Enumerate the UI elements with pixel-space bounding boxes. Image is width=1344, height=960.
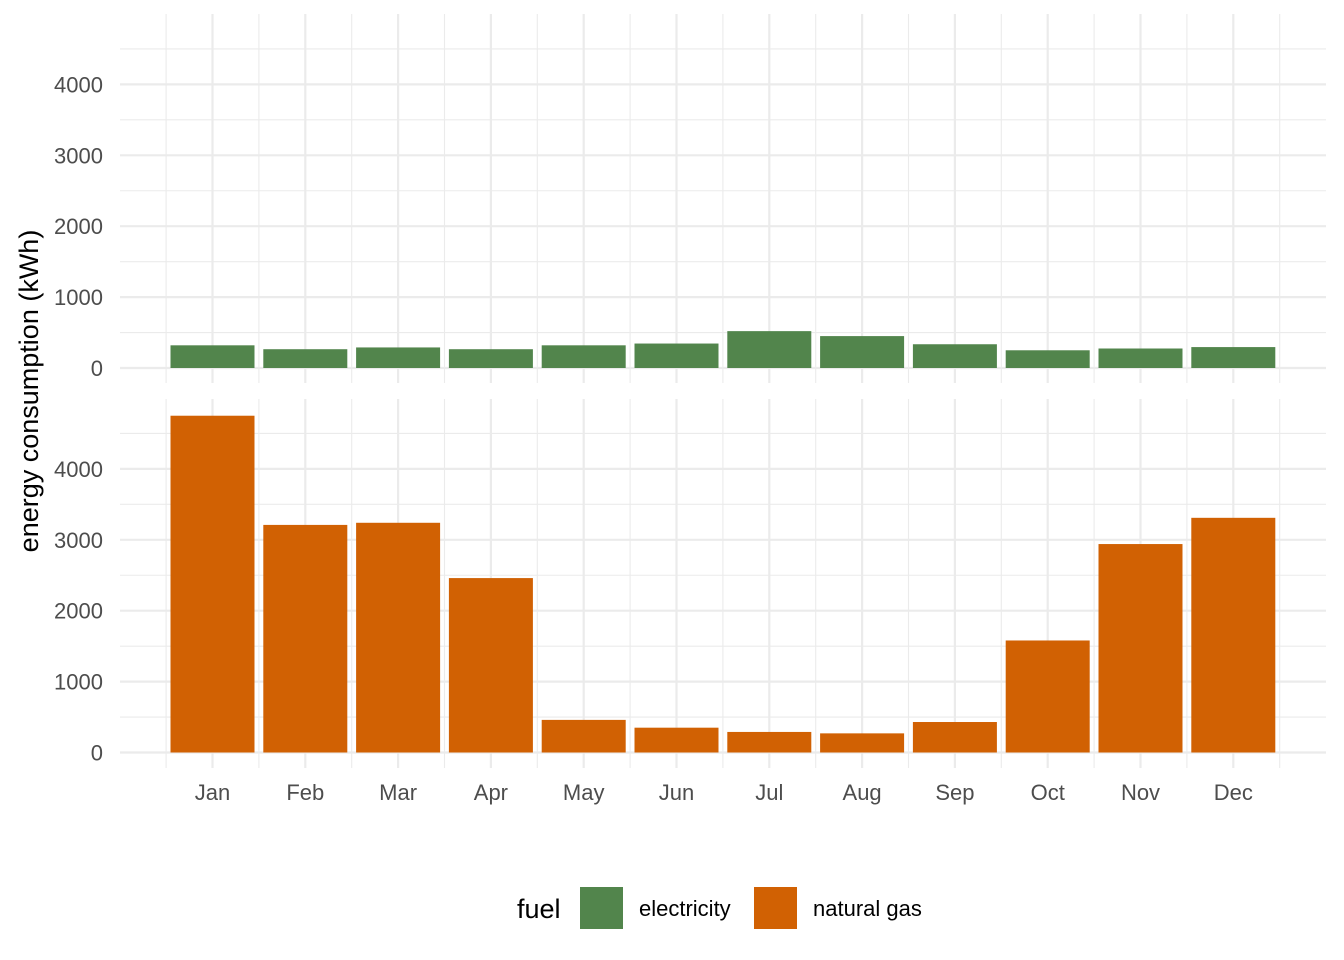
legend-key-electricity	[580, 887, 623, 929]
x-tick-label: Oct	[1031, 780, 1065, 805]
y-tick-label: 4000	[54, 457, 103, 482]
legend-title: fuel	[517, 894, 561, 924]
bars	[170, 331, 1276, 753]
x-tick-label: Apr	[474, 780, 508, 805]
legend: fuel electricity natural gas	[517, 887, 922, 929]
y-tick-label: 3000	[54, 528, 103, 553]
bar-electricity-feb	[263, 349, 348, 368]
bar-natural-gas-oct	[1005, 640, 1090, 753]
y-tick-label: 3000	[54, 143, 103, 168]
bar-natural-gas-jul	[727, 731, 812, 753]
x-tick-label: Aug	[843, 780, 882, 805]
bar-natural-gas-apr	[448, 578, 533, 753]
legend-label: natural gas	[813, 896, 922, 921]
bar-natural-gas-nov	[1098, 544, 1183, 753]
bar-electricity-may	[541, 345, 626, 368]
bar-electricity-jun	[634, 343, 719, 368]
y-tick-label: 2000	[54, 599, 103, 624]
y-tick-label: 0	[91, 356, 103, 381]
bar-electricity-oct	[1005, 350, 1090, 368]
bar-electricity-mar	[356, 347, 441, 368]
bar-natural-gas-may	[541, 719, 626, 753]
bar-natural-gas-jan	[170, 415, 255, 753]
y-axis-ticks: 0 1000 2000 3000 4000 0 1000 2000 3000 4000	[54, 72, 103, 765]
legend-key-natural-gas	[754, 887, 797, 929]
bar-electricity-dec	[1191, 347, 1276, 368]
bar-natural-gas-sep	[912, 722, 997, 753]
x-tick-label: Jul	[755, 780, 783, 805]
bar-natural-gas-mar	[356, 522, 441, 753]
y-tick-label: 1000	[54, 670, 103, 695]
x-axis-ticks: Jan Feb Mar Apr May Jun Jul Aug Sep Oct Nov Dec	[195, 780, 1253, 805]
legend-label: electricity	[639, 896, 731, 921]
bar-electricity-jul	[727, 331, 812, 368]
x-tick-label: Dec	[1214, 780, 1253, 805]
bar-electricity-apr	[448, 349, 533, 368]
x-tick-label: Jun	[659, 780, 694, 805]
x-tick-label: Sep	[935, 780, 974, 805]
x-tick-label: May	[563, 780, 605, 805]
bar-natural-gas-feb	[263, 524, 348, 753]
bar-electricity-nov	[1098, 348, 1183, 368]
y-tick-label: 1000	[54, 285, 103, 310]
x-tick-label: Feb	[286, 780, 324, 805]
x-tick-label: Nov	[1121, 780, 1160, 805]
bar-natural-gas-dec	[1191, 517, 1276, 753]
y-tick-label: 2000	[54, 214, 103, 239]
x-tick-label: Jan	[195, 780, 230, 805]
bar-natural-gas-aug	[820, 733, 905, 753]
bar-electricity-aug	[820, 336, 905, 368]
y-tick-label: 0	[91, 741, 103, 766]
bar-electricity-sep	[912, 344, 997, 368]
bar-electricity-jan	[170, 345, 255, 368]
y-tick-label: 4000	[54, 72, 103, 97]
x-tick-label: Mar	[379, 780, 417, 805]
bar-natural-gas-jun	[634, 727, 719, 753]
y-axis-title: energy consumption (kWh)	[14, 230, 44, 553]
